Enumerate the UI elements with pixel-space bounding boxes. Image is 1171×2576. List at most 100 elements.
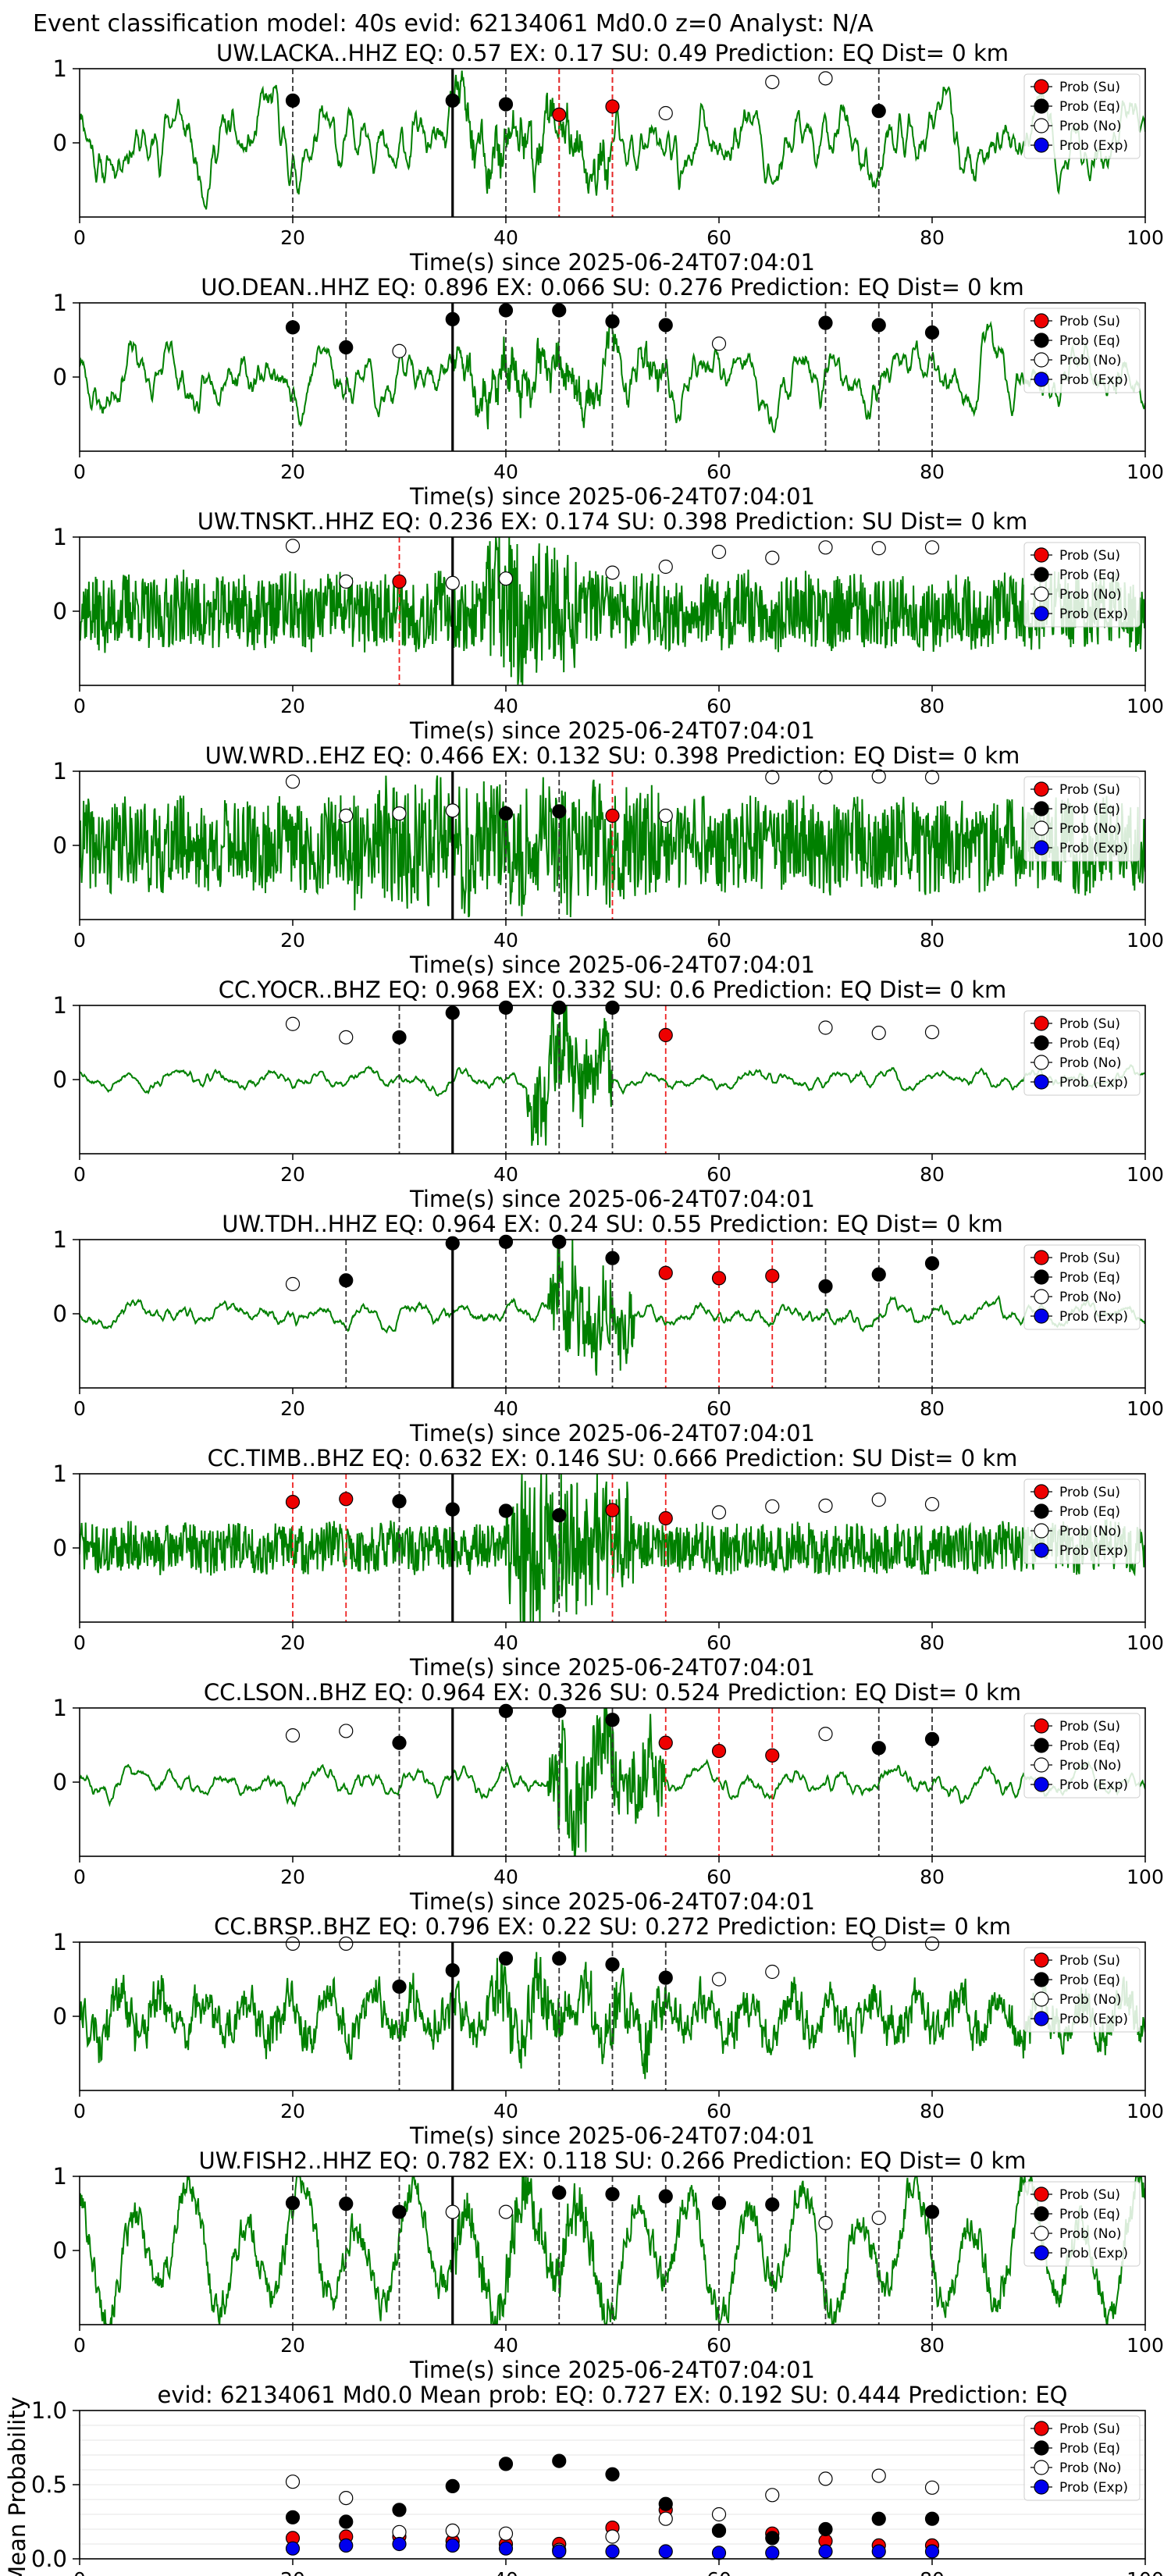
prob-marker-no <box>711 544 727 560</box>
x-tick-label: 20 <box>280 1163 305 1186</box>
x-tick-label: 20 <box>280 226 305 249</box>
mean-prob-point <box>711 2523 727 2538</box>
x-tick-label: 40 <box>493 2568 518 2576</box>
x-tick-label: 100 <box>1127 1397 1164 1420</box>
legend-2: Prob (Su) Prob (Eq) Prob (No) Prob (Exp) <box>1023 542 1141 628</box>
prob-marker-eq <box>498 1000 514 1015</box>
axes-frame <box>79 68 1146 218</box>
prob-marker-no <box>924 1936 940 1951</box>
mean-prob-point <box>339 2514 354 2529</box>
legend-label: Prob (Eq) <box>1059 802 1120 817</box>
legend-label: Prob (Exp) <box>1059 1075 1128 1091</box>
mean-prob-point <box>392 2503 407 2517</box>
mean-prob-point <box>339 2538 354 2553</box>
legend-label: Prob (Exp) <box>1059 372 1128 388</box>
legend-marker <box>1034 2421 1049 2436</box>
legend-label: Prob (Exp) <box>1059 2246 1128 2261</box>
mean-prob-point <box>498 2457 514 2471</box>
axes-frame <box>79 1473 1146 1623</box>
mean-prob-point <box>924 2544 940 2559</box>
legend-marker <box>1034 586 1049 602</box>
mean-prob-point <box>285 2510 301 2524</box>
legend-marker <box>1034 1972 1049 1987</box>
x-tick-label: 80 <box>920 2100 945 2122</box>
legend-marker <box>1034 2186 1049 2202</box>
legend-marker <box>1034 781 1049 797</box>
legend-marker <box>1034 352 1049 368</box>
x-tick-label: 60 <box>707 461 731 483</box>
x-tick-label: 0 <box>73 695 86 717</box>
prob-marker-eq <box>339 2197 354 2211</box>
prob-marker-su <box>711 1744 727 1759</box>
legend-label: Prob (No) <box>1059 353 1122 368</box>
x-tick-label: 100 <box>1127 226 1164 249</box>
mean-prob-point <box>658 2544 673 2559</box>
panel-7: CC.LSON..BHZ EQ: 0.964 EX: 0.326 SU: 0.5… <box>53 1679 1164 1915</box>
prob-marker-no <box>711 1972 727 1987</box>
x-tick-label: 20 <box>280 2568 305 2576</box>
prob-marker-eq <box>445 1236 460 1251</box>
y-tick-label: 1 <box>53 290 67 316</box>
prob-marker-eq <box>871 104 886 119</box>
prob-marker-eq <box>445 1502 460 1517</box>
prob-marker-eq <box>605 1713 620 1727</box>
legend-marker <box>1034 1523 1049 1539</box>
prob-marker-eq <box>498 97 514 112</box>
legend-label: Prob (Eq) <box>1059 2441 1120 2457</box>
legend-label: Prob (Su) <box>1059 80 1120 95</box>
prob-marker-eq <box>552 1508 567 1523</box>
legend-label: Prob (Su) <box>1059 782 1120 798</box>
prob-marker-eq <box>392 2204 407 2219</box>
y-tick-label: 0 <box>53 598 67 624</box>
panel-title: UW.FISH2..HHZ EQ: 0.782 EX: 0.118 SU: 0.… <box>198 2147 1026 2174</box>
mean-prob-point <box>818 2544 833 2559</box>
legend-label: Prob (Eq) <box>1059 1504 1120 1520</box>
legend-marker <box>1034 1308 1049 1324</box>
legend-marker <box>1034 1289 1049 1304</box>
x-tick-label: 20 <box>280 461 305 483</box>
prob-marker-su <box>392 574 407 589</box>
mean-prob-point <box>871 2468 886 2483</box>
x-tick-label: 20 <box>280 1397 305 1420</box>
prob-marker-no <box>765 74 780 90</box>
prob-marker-eq <box>392 1735 407 1750</box>
x-tick-label: 40 <box>493 226 518 249</box>
legend-label: Prob (Eq) <box>1059 2207 1120 2222</box>
prob-marker-no <box>445 2204 460 2219</box>
prob-marker-no <box>339 1030 354 1044</box>
x-tick-label: 60 <box>707 695 731 717</box>
mean-prob-point <box>871 2511 886 2526</box>
panel-9: UW.FISH2..HHZ EQ: 0.782 EX: 0.118 SU: 0.… <box>53 2147 1164 2383</box>
legend-marker <box>1034 1952 1049 1968</box>
prob-marker-no <box>871 1026 886 1041</box>
prob-marker-eq <box>658 1970 673 1985</box>
prob-marker-no <box>285 774 301 789</box>
mean-prob-point <box>392 2536 407 2552</box>
legend-label: Prob (Exp) <box>1059 2012 1128 2027</box>
prob-marker-no <box>818 1020 833 1035</box>
prob-marker-no <box>285 1016 301 1031</box>
x-tick-label: 80 <box>920 929 945 952</box>
prob-marker-no <box>818 1727 833 1742</box>
prob-marker-no <box>818 770 833 785</box>
legend-marker <box>1034 567 1049 582</box>
prob-marker-eq <box>552 1000 567 1015</box>
legend-marker <box>1034 801 1049 817</box>
prob-marker-su <box>658 1027 673 1043</box>
x-tick-label: 0 <box>73 929 86 952</box>
prob-marker-eq <box>552 1703 567 1718</box>
x-tick-label: 80 <box>920 226 945 249</box>
legend-label: Prob (Su) <box>1059 1251 1120 1266</box>
panel-0: UW.LACKA..HHZ EQ: 0.57 EX: 0.17 SU: 0.49… <box>53 40 1164 276</box>
legend-marker <box>1034 1250 1049 1265</box>
legend-label: Prob (Eq) <box>1059 1973 1120 1988</box>
prob-marker-no <box>285 1276 301 1292</box>
legend-marker <box>1034 1718 1049 1734</box>
y-tick-label: 0.5 <box>31 2471 67 2498</box>
mean-prob-point <box>924 2480 940 2495</box>
y-tick-label: 1 <box>53 1461 67 1487</box>
legend-10: Prob (Su) Prob (Eq) Prob (No) Prob (Exp) <box>1023 2415 1141 2501</box>
x-tick-label: 80 <box>920 2568 945 2576</box>
legend-marker <box>1034 840 1049 856</box>
prob-marker-no <box>339 808 354 824</box>
